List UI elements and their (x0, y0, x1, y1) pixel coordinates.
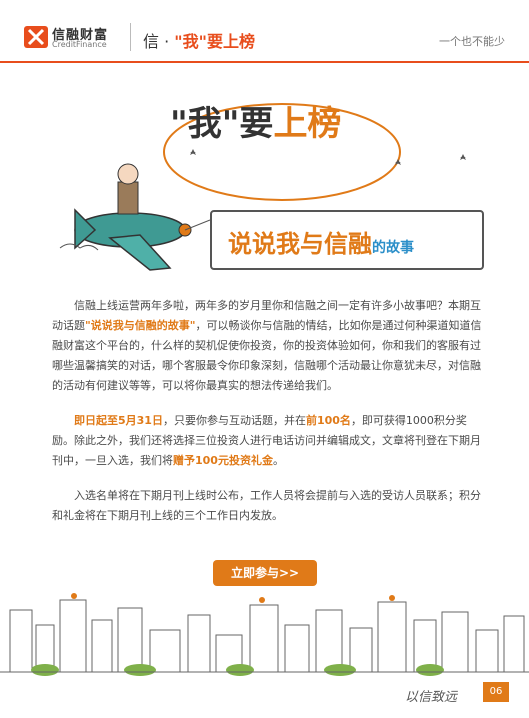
hero-illustration (59, 103, 481, 271)
article-body: 信融上线运营两年多啦，两年多的岁月里你和信融之间一定有许多小故事吧？本期互动话题… (52, 296, 484, 541)
hero-title-part2: 上榜 (273, 104, 342, 144)
header-divider (130, 23, 131, 51)
paragraph-announce: 入选名单将在下期月刊上线时公布，工作人员将会提前与入选的受访人员联系；积分和礼金… (52, 489, 481, 522)
header-rule (0, 61, 529, 63)
paragraph-intro: 信融上线运营两年多啦，两年多的岁月里你和信融之间一定有许多小故事吧？本期互动话题… (52, 296, 484, 396)
brand-subtitle: CreditFinance (52, 40, 107, 49)
gift-highlight: 赠予100元投资礼金 (173, 454, 273, 467)
banner-main-label: 说说我与信融 (228, 230, 372, 258)
rules-text-end: 。 (272, 454, 284, 467)
airplane-icon (74, 163, 211, 271)
header-tagline: 一个也不能少 (439, 35, 505, 48)
top100-highlight: 前100名 (305, 414, 351, 427)
brand-logo-icon (24, 26, 48, 48)
rules-text-a: ，只要你参与互动话题，并在 (162, 414, 306, 427)
paragraph-intro-text: 信融上线运营两年多啦，两年多的岁月里你和信融之间一定有许多小故事吧？本期互动话题 (52, 299, 481, 332)
paragraph-intro-rest: ，可以畅谈你与信融的情结，比如你是通过何种渠道知道信融财富这个平台的，什么样的契… (52, 319, 482, 392)
city-skyline-illustration (0, 593, 529, 676)
topic-highlight: "说说我与信融的故事" (85, 319, 196, 332)
page-number: 06 (483, 682, 509, 702)
banner-sub-label: 的故事 (372, 240, 414, 256)
footer-motto: 以信致远 (405, 690, 458, 705)
hero-title: "我"要上榜 (170, 96, 341, 145)
join-now-button[interactable]: 立即参与>> (213, 560, 317, 586)
hero-title-part1: "我"要 (170, 104, 274, 144)
paragraph-rules: 即日起至5月31日，只要你参与互动话题，并在前100名，即可获得1000积分奖励… (52, 411, 484, 471)
column-title-prefix: 信 · (143, 32, 175, 51)
deadline-highlight: 即日起至5月31日 (74, 414, 163, 427)
banner-main-text: 说说我与信融的故事 (228, 224, 414, 259)
topic-banner: 说说我与信融的故事 (210, 210, 484, 270)
brand-name: 信融财富 (52, 28, 109, 43)
page-header: 信融财富 CreditFinance 信 · "我"要上榜 一个也不能少 (0, 0, 529, 63)
column-title-highlight: "我"要上榜 (174, 32, 255, 51)
rules-text-b: ，即可获得1000积分奖励。除此之外，我们还将选择三位投资人进行电话访问并编辑成… (52, 414, 481, 467)
column-title: 信 · "我"要上榜 (143, 28, 255, 52)
